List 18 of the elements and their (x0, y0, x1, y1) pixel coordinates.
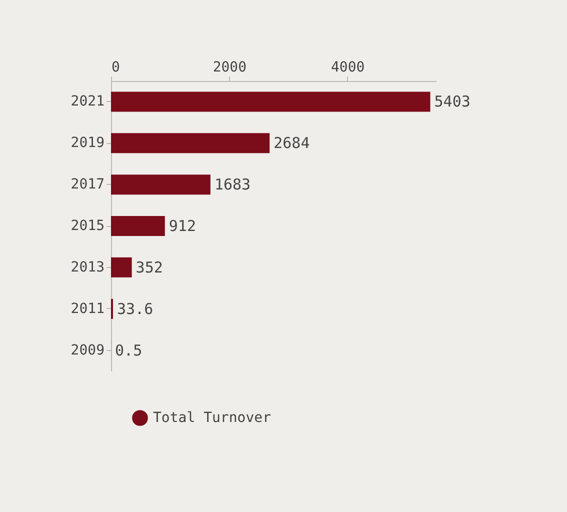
data-label: 5403 (434, 92, 470, 111)
data-label: 2684 (274, 134, 310, 152)
y-tick-label: 2011 (70, 300, 104, 317)
data-label: 1683 (214, 176, 251, 194)
legend-label: Total Turnover (153, 410, 272, 426)
y-tick-label: 2021 (70, 94, 104, 110)
y-tick-label: 2017 (70, 176, 104, 193)
x-tick-label: 0 (112, 60, 120, 76)
data-label: 352 (136, 258, 163, 276)
x-tick-label: 4000 (331, 60, 365, 76)
y-tick-label: 2019 (70, 135, 104, 152)
y-tick-label: 2015 (70, 218, 104, 234)
data-label: 0.5 (115, 341, 142, 360)
data-label: 912 (168, 217, 196, 235)
y-tick-label: 2013 (70, 259, 104, 276)
x-tick-label: 2000 (212, 60, 247, 76)
y-tick-label: 2009 (70, 342, 104, 358)
data-label: 33.6 (116, 300, 154, 318)
